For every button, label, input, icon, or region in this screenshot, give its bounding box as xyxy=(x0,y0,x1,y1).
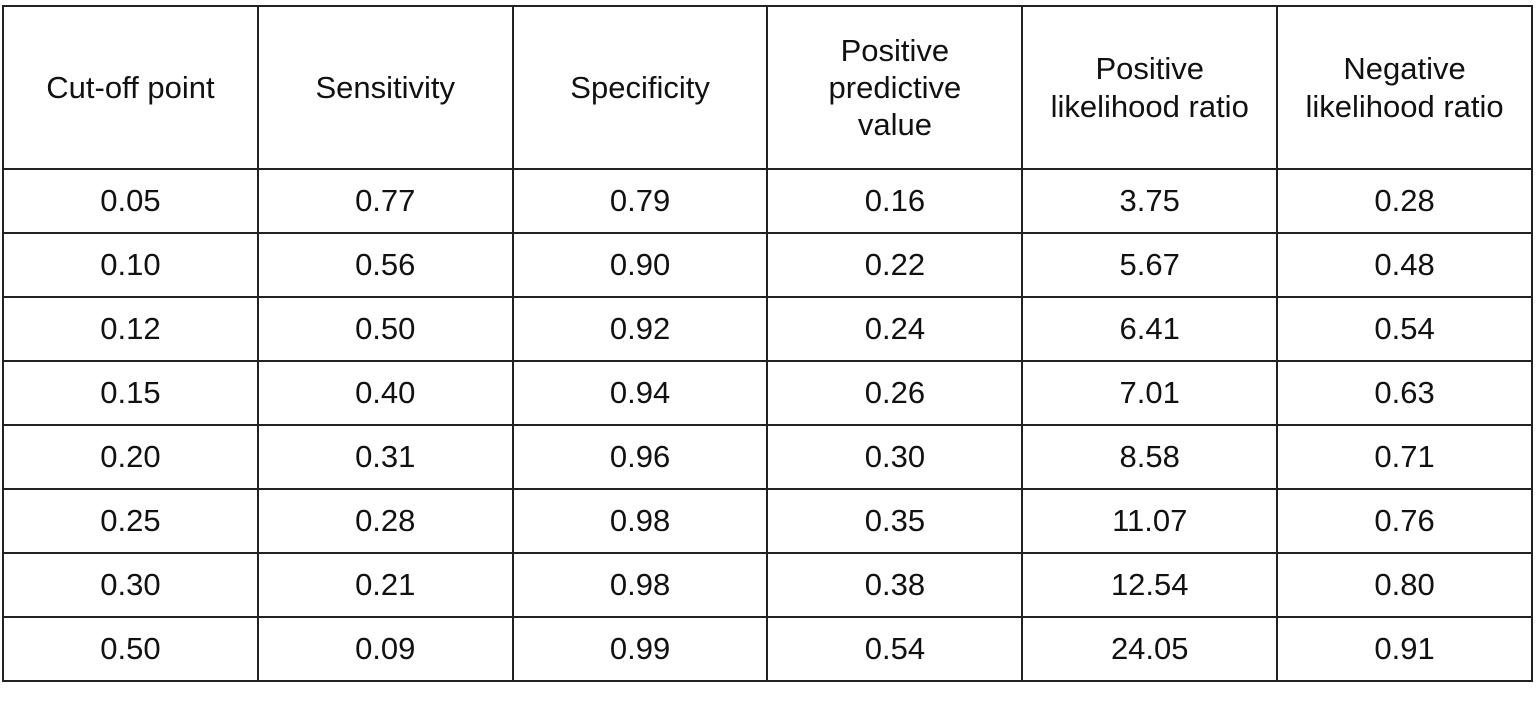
table-row: 0.12 0.50 0.92 0.24 6.41 0.54 xyxy=(2,296,1533,362)
data-table: Cut-off point Sensitivity Specificity Posit… xyxy=(2,5,1533,682)
table-cell: 0.16 xyxy=(766,168,1024,234)
table-cell: 0.63 xyxy=(1276,360,1533,426)
table-cell: 0.76 xyxy=(1276,488,1533,554)
table-cell: 0.35 xyxy=(766,488,1024,554)
table-cell: 0.90 xyxy=(511,232,769,298)
table-row: 0.25 0.28 0.98 0.35 11.07 0.76 xyxy=(2,488,1533,554)
table-cell: 5.67 xyxy=(1021,232,1279,298)
table-cell: 3.75 xyxy=(1021,168,1279,234)
table-row: 0.10 0.56 0.90 0.22 5.67 0.48 xyxy=(2,232,1533,298)
table-cell: 0.54 xyxy=(766,616,1024,682)
table-cell: 0.50 xyxy=(256,296,514,362)
table-cell: 12.54 xyxy=(1021,552,1279,618)
header-cell: Sensitivity xyxy=(256,5,514,170)
table-cell: 0.38 xyxy=(766,552,1024,618)
table-cell: 0.31 xyxy=(256,424,514,490)
table-cell: 0.98 xyxy=(511,488,769,554)
header-cell: Positive likelihood ratio xyxy=(1021,5,1279,170)
table-cell: 0.92 xyxy=(511,296,769,362)
header-cell: Specificity xyxy=(511,5,769,170)
table-cell: 0.77 xyxy=(256,168,514,234)
table-cell: 8.58 xyxy=(1021,424,1279,490)
table-cell: 0.12 xyxy=(2,296,259,362)
table-cell: 0.94 xyxy=(511,360,769,426)
table-cell: 0.96 xyxy=(511,424,769,490)
table-cell: 0.80 xyxy=(1276,552,1533,618)
table-cell: 0.79 xyxy=(511,168,769,234)
table-cell: 0.54 xyxy=(1276,296,1533,362)
table-row: 0.15 0.40 0.94 0.26 7.01 0.63 xyxy=(2,360,1533,426)
table-cell: 0.30 xyxy=(2,552,259,618)
table-cell: 0.40 xyxy=(256,360,514,426)
table-cell: 0.28 xyxy=(1276,168,1533,234)
table-cell: 0.99 xyxy=(511,616,769,682)
table-cell: 0.10 xyxy=(2,232,259,298)
table-cell: 0.24 xyxy=(766,296,1024,362)
table-container: Cut-off point Sensitivity Specificity Posit… xyxy=(2,5,1533,682)
table-cell: 0.28 xyxy=(256,488,514,554)
table-cell: 7.01 xyxy=(1021,360,1279,426)
table-cell: 0.05 xyxy=(2,168,259,234)
table-cell: 0.15 xyxy=(2,360,259,426)
table-cell: 0.09 xyxy=(256,616,514,682)
table-cell: 0.48 xyxy=(1276,232,1533,298)
header-row: Cut-off point Sensitivity Specificity Posit… xyxy=(2,5,1533,170)
table-row: 0.50 0.09 0.99 0.54 24.05 0.91 xyxy=(2,616,1533,682)
table-row: 0.05 0.77 0.79 0.16 3.75 0.28 xyxy=(2,168,1533,234)
table-cell: 0.30 xyxy=(766,424,1024,490)
table-row: 0.20 0.31 0.96 0.30 8.58 0.71 xyxy=(2,424,1533,490)
table-body: 0.05 0.77 0.79 0.16 3.75 0.28 0.10 0.56 0.90 0.22… xyxy=(2,168,1533,682)
table-cell: 0.25 xyxy=(2,488,259,554)
header-cell: Negative likelihood ratio xyxy=(1276,5,1533,170)
table-cell: 0.71 xyxy=(1276,424,1533,490)
table-cell: 0.50 xyxy=(2,616,259,682)
table-cell: 0.20 xyxy=(2,424,259,490)
table-cell: 0.22 xyxy=(766,232,1024,298)
table-cell: 6.41 xyxy=(1021,296,1279,362)
table-cell: 0.98 xyxy=(511,552,769,618)
table-cell: 0.21 xyxy=(256,552,514,618)
header-cell: Cut-off point xyxy=(2,5,259,170)
table-cell: 24.05 xyxy=(1021,616,1279,682)
header-cell: Positive predictive value xyxy=(766,5,1024,170)
table-cell: 0.26 xyxy=(766,360,1024,426)
table-row: 0.30 0.21 0.98 0.38 12.54 0.80 xyxy=(2,552,1533,618)
table-cell: 11.07 xyxy=(1021,488,1279,554)
table-cell: 0.91 xyxy=(1276,616,1533,682)
table-cell: 0.56 xyxy=(256,232,514,298)
